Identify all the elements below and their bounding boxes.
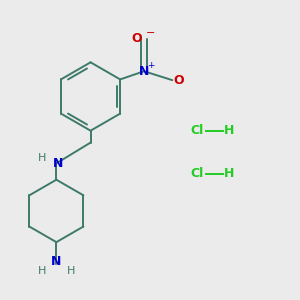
- Text: N: N: [51, 255, 62, 268]
- Text: H: H: [67, 266, 75, 276]
- Text: H: H: [224, 167, 235, 180]
- Text: Cl: Cl: [190, 124, 203, 137]
- Text: N: N: [53, 157, 63, 170]
- Text: +: +: [147, 61, 154, 70]
- Text: −: −: [146, 28, 155, 38]
- Text: H: H: [38, 266, 46, 276]
- Text: H: H: [224, 124, 235, 137]
- Text: N: N: [139, 65, 149, 78]
- Text: H: H: [38, 153, 46, 163]
- Text: Cl: Cl: [190, 167, 203, 180]
- Text: O: O: [131, 32, 142, 45]
- Text: O: O: [173, 74, 184, 87]
